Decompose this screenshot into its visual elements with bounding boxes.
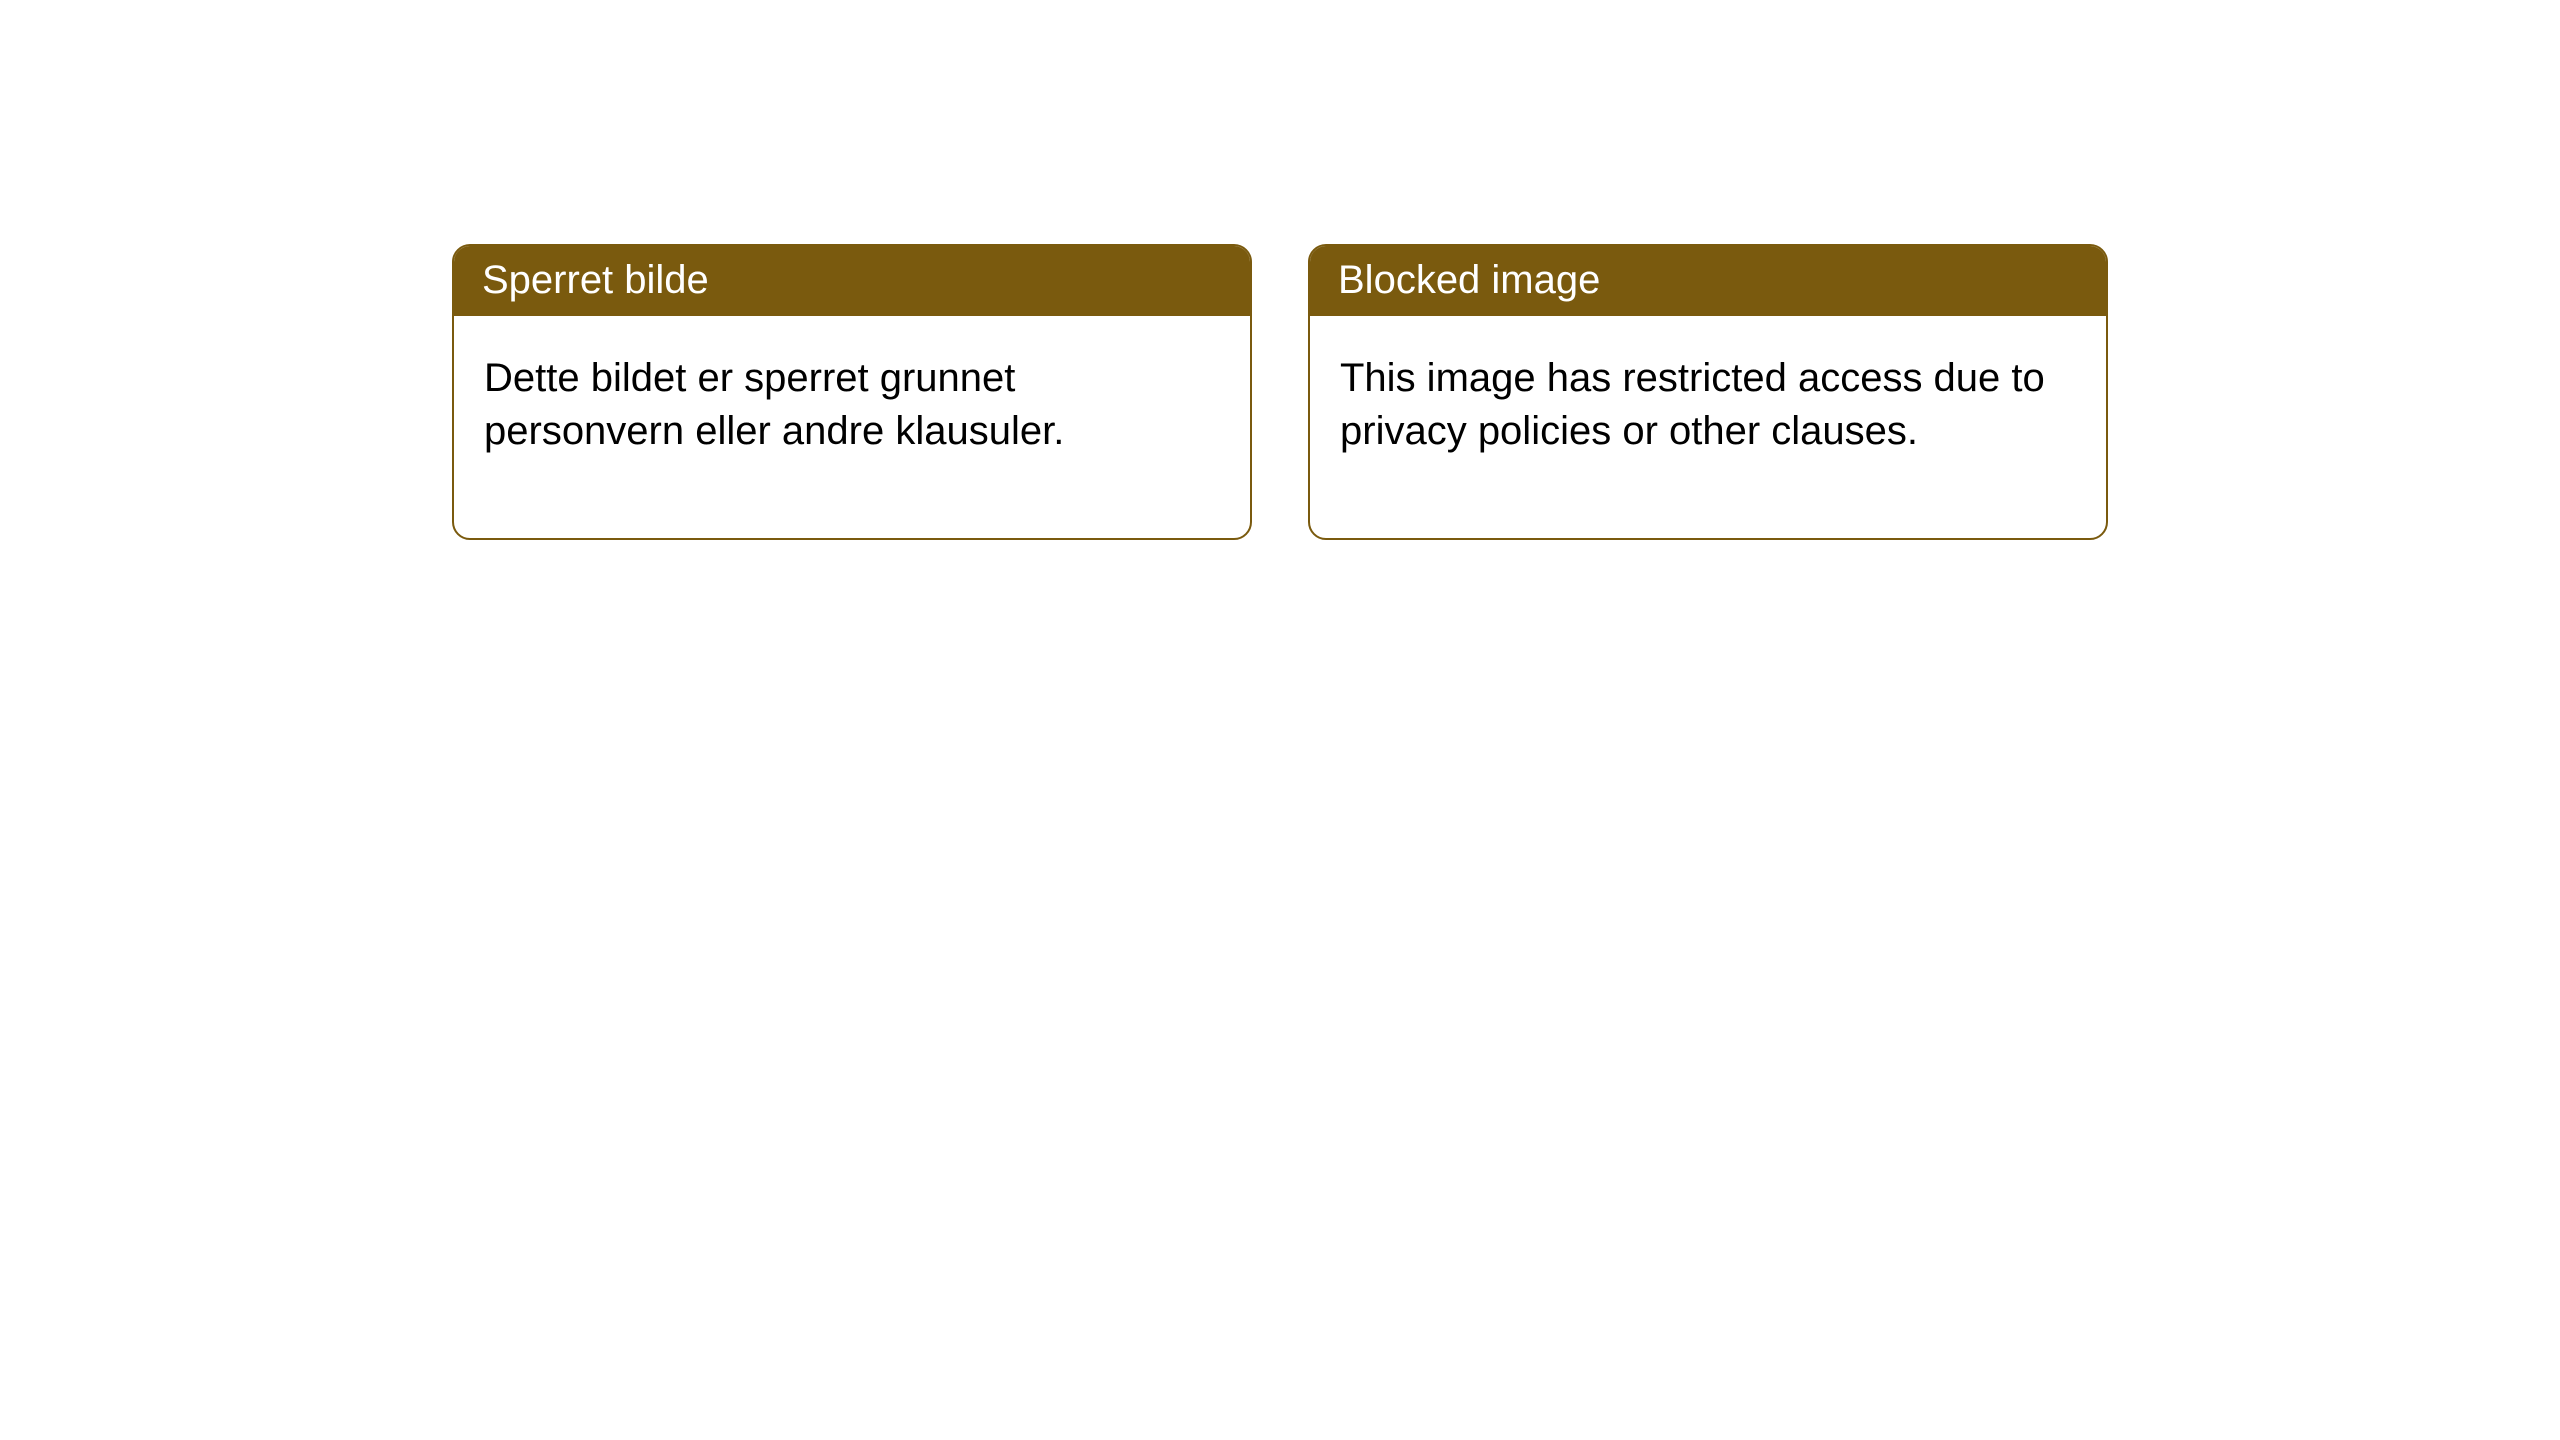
notice-container: Sperret bilde Dette bildet er sperret gr… bbox=[452, 244, 2108, 540]
notice-card-en: Blocked image This image has restricted … bbox=[1308, 244, 2108, 540]
notice-body-en: This image has restricted access due to … bbox=[1310, 316, 2106, 538]
notice-body-no: Dette bildet er sperret grunnet personve… bbox=[454, 316, 1250, 538]
notice-title-no: Sperret bilde bbox=[454, 246, 1250, 316]
notice-card-no: Sperret bilde Dette bildet er sperret gr… bbox=[452, 244, 1252, 540]
notice-title-en: Blocked image bbox=[1310, 246, 2106, 316]
